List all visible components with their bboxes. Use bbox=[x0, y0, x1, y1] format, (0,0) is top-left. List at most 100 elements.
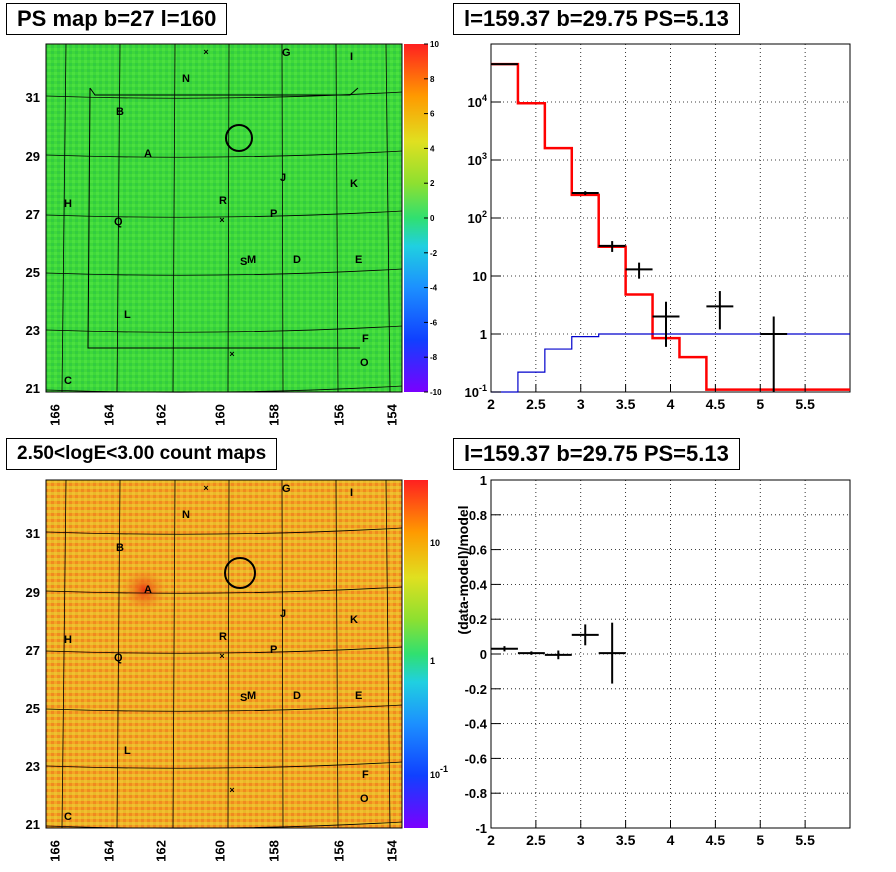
source-label-f: F bbox=[362, 333, 369, 345]
map-x-tick-label: 158 bbox=[266, 840, 281, 862]
ps-colorbar-tick-label: 4 bbox=[430, 144, 435, 153]
map-y-tick-label: 31 bbox=[26, 90, 40, 105]
latitude-grid-line bbox=[45, 325, 403, 333]
count-map-panel: G I N B A J K H R P Q S M D E L FO C × × × 10 1 10-1 166 164 162… bbox=[26, 479, 448, 862]
map-y-tick-label: 25 bbox=[26, 265, 40, 280]
x-tick-label: 2.5 bbox=[526, 396, 546, 412]
map-x-tick-label: 154 bbox=[384, 839, 399, 861]
ps-map-coordinate-grid bbox=[45, 43, 403, 393]
ps-colorbar-tick-label: 2 bbox=[430, 179, 435, 188]
cross-marker-icon: × bbox=[229, 785, 234, 795]
y-tick-label: 0.4 bbox=[469, 577, 488, 592]
longitude-grid-line bbox=[172, 479, 176, 829]
map-y-tick-label: 27 bbox=[26, 207, 40, 222]
map-x-tick-label: 166 bbox=[47, 404, 62, 426]
source-label-d: D bbox=[293, 690, 301, 702]
source-label-i: I bbox=[350, 487, 353, 499]
x-tick-label: 4.5 bbox=[706, 396, 726, 412]
map-x-tick-label: 154 bbox=[384, 403, 399, 425]
y-tick-label: 10-1 bbox=[465, 383, 487, 400]
map-y-tick-label: 29 bbox=[26, 149, 40, 164]
latitude-grid-line bbox=[45, 586, 403, 594]
map-y-tick-label: 21 bbox=[26, 817, 40, 832]
spectrum-panel: 2 2.5 3 3.5 4 4.5 5 5.5 10-1 1 10 102 103 104 bbox=[465, 43, 851, 412]
ps-colorbar-tick-label: 0 bbox=[430, 214, 435, 223]
x-tick-label: 5 bbox=[756, 832, 764, 848]
source-label-o: O bbox=[360, 357, 369, 369]
longitude-grid-line bbox=[116, 43, 121, 393]
x-tick-label: 2 bbox=[487, 396, 495, 412]
x-tick-label: 5.5 bbox=[795, 832, 815, 848]
y-tick-label: -0.4 bbox=[465, 717, 488, 732]
ps-map-region-outline bbox=[87, 87, 360, 349]
source-label-a: A bbox=[144, 584, 152, 596]
map-y-tick-label: 23 bbox=[26, 323, 40, 338]
map-y-tick-label: 23 bbox=[26, 759, 40, 774]
longitude-grid-line bbox=[61, 43, 67, 393]
latitude-grid-line bbox=[45, 821, 403, 829]
cross-marker-icon: × bbox=[203, 483, 208, 493]
source-label-g: G bbox=[282, 483, 291, 495]
y-tick-label: 1 bbox=[480, 327, 487, 342]
longitude-grid-line bbox=[281, 43, 284, 393]
source-label-r: R bbox=[219, 195, 227, 207]
ps-colorbar-tick-label: -10 bbox=[430, 388, 442, 397]
latitude-grid-line bbox=[45, 210, 403, 218]
x-tick-label: 3 bbox=[577, 396, 585, 412]
x-tick-label: 3.5 bbox=[616, 396, 636, 412]
map-x-tick-label: 164 bbox=[101, 839, 116, 861]
count-colorbar-tick-label: 10 bbox=[430, 538, 440, 548]
ps-colorbar-tick-label: -2 bbox=[430, 249, 438, 258]
x-tick-label: 4 bbox=[667, 832, 675, 848]
map-y-tick-label: 21 bbox=[26, 381, 40, 396]
source-label-n: N bbox=[182, 509, 190, 521]
latitude-grid-line bbox=[45, 268, 403, 276]
longitude-grid-line bbox=[385, 43, 391, 393]
y-tick-label: -0.6 bbox=[465, 751, 487, 766]
ps-colorbar-tick-label: 6 bbox=[430, 110, 435, 119]
map-x-tick-label: 156 bbox=[331, 404, 346, 426]
y-tick-label: 103 bbox=[468, 151, 487, 168]
latitude-grid-line bbox=[45, 761, 403, 769]
latitude-grid-line bbox=[45, 704, 403, 712]
longitude-grid-line bbox=[335, 43, 339, 393]
ps-map-source-circle bbox=[225, 124, 253, 152]
cross-marker-icon: × bbox=[229, 349, 234, 359]
x-tick-label: 2 bbox=[487, 832, 495, 848]
source-label-q: Q bbox=[114, 652, 123, 664]
y-tick-label: -1 bbox=[475, 821, 487, 836]
latitude-grid-line bbox=[45, 150, 403, 158]
source-label-k: K bbox=[350, 178, 358, 190]
longitude-grid-line bbox=[61, 479, 67, 829]
longitude-grid-line bbox=[116, 479, 121, 829]
count-map-colorbar bbox=[404, 480, 428, 828]
latitude-grid-line bbox=[45, 385, 403, 393]
source-label-b: B bbox=[116, 542, 124, 554]
x-tick-label: 3 bbox=[577, 832, 585, 848]
map-x-tick-label: 160 bbox=[212, 840, 227, 862]
cross-marker-icon: × bbox=[219, 651, 224, 661]
ps-map-panel: G I N B A J K H R P Q S M D E L FO C × × × 10 8 6 4 2 0 -2 -4 -6 -8 -1… bbox=[26, 40, 443, 426]
source-label-d: D bbox=[293, 254, 301, 266]
map-x-tick-label: 158 bbox=[266, 404, 281, 426]
source-label-q: Q bbox=[114, 216, 123, 228]
source-label-e: E bbox=[355, 690, 362, 702]
cross-marker-icon: × bbox=[219, 215, 224, 225]
count-colorbar-tick-label: 10-1 bbox=[430, 764, 448, 780]
cross-marker-icon: × bbox=[203, 47, 208, 57]
source-label-j: J bbox=[280, 608, 286, 620]
source-label-m: M bbox=[247, 690, 256, 702]
map-x-tick-label: 162 bbox=[153, 840, 168, 862]
map-x-tick-label: 166 bbox=[47, 840, 62, 862]
x-tick-label: 3.5 bbox=[616, 832, 636, 848]
residual-panel: 2 2.5 3 3.5 4 4.5 5 5.5 -1 -0.8 -0.6 -0.4 -0.2 0 0.2 0.… bbox=[455, 473, 851, 848]
ps-map-image bbox=[46, 44, 402, 392]
spectrum-title: l=159.37 b=29.75 PS=5.13 bbox=[453, 3, 740, 35]
residual-ylabel: (data-model)/model bbox=[455, 505, 471, 634]
longitude-grid-line bbox=[335, 479, 339, 829]
ps-colorbar-tick-label: -8 bbox=[430, 353, 438, 362]
source-label-o: O bbox=[360, 793, 369, 805]
count-map-hotspot bbox=[122, 568, 166, 612]
ps-map-title: PS map b=27 l=160 bbox=[6, 3, 228, 35]
